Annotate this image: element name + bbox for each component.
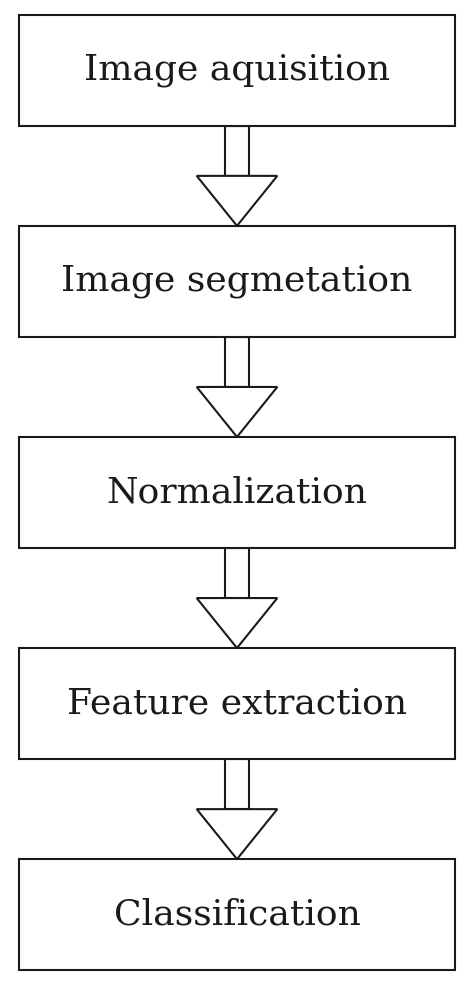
Polygon shape bbox=[197, 598, 277, 648]
Bar bbox=[225, 548, 249, 598]
Text: Image segmetation: Image segmetation bbox=[61, 264, 413, 298]
Bar bbox=[19, 226, 455, 337]
Bar bbox=[19, 437, 455, 548]
Bar bbox=[19, 859, 455, 970]
Text: Feature extraction: Feature extraction bbox=[67, 687, 407, 721]
Bar bbox=[225, 126, 249, 176]
Text: Image aquisition: Image aquisition bbox=[84, 53, 390, 88]
Bar bbox=[225, 759, 249, 809]
Polygon shape bbox=[197, 176, 277, 226]
Polygon shape bbox=[197, 809, 277, 859]
Bar bbox=[19, 648, 455, 759]
Bar bbox=[225, 337, 249, 387]
Polygon shape bbox=[197, 387, 277, 437]
Text: Classification: Classification bbox=[114, 897, 360, 932]
Bar bbox=[19, 15, 455, 126]
Text: Normalization: Normalization bbox=[107, 476, 367, 509]
